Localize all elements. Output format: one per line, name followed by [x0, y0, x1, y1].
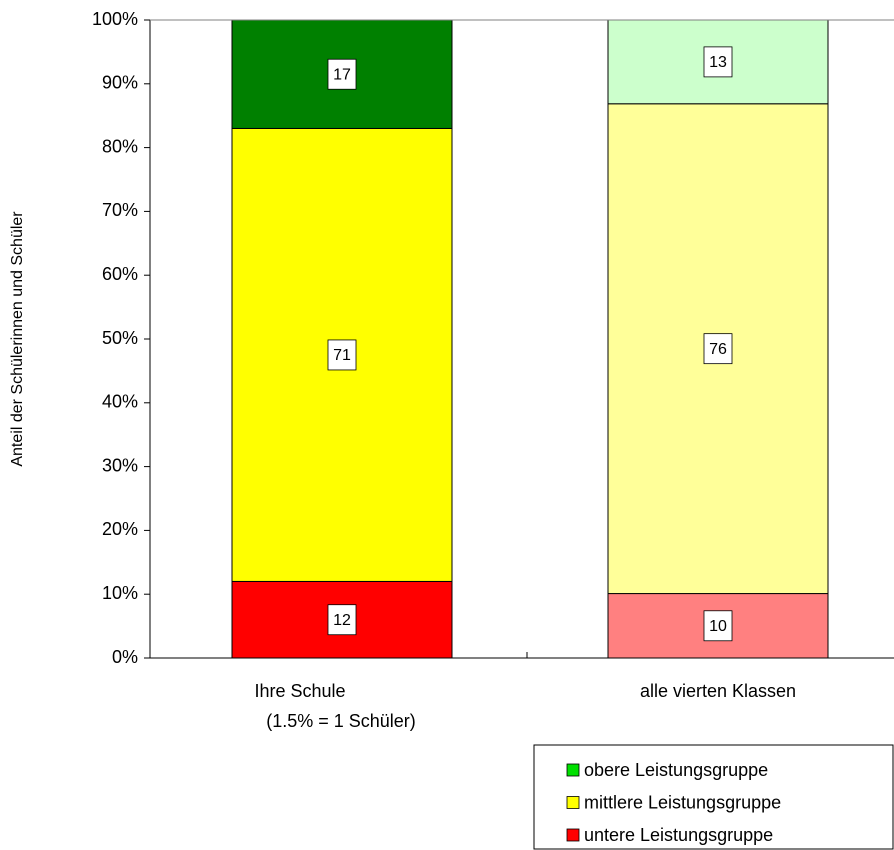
y-tick-label: 80% [102, 136, 138, 156]
y-tick-label: 90% [102, 73, 138, 93]
y-tick-label: 60% [102, 264, 138, 284]
data-label-box [703, 333, 733, 365]
y-axis-label: Anteil der Schülerinnen und Schüler [9, 211, 26, 467]
data-label: 76 [709, 341, 727, 358]
data-label: 17 [333, 66, 351, 83]
y-tick-label: 0% [112, 647, 138, 667]
y-tick-label: 100% [92, 9, 138, 29]
legend-swatch [566, 796, 580, 809]
y-tick-label: 10% [102, 583, 138, 603]
data-label-box [327, 604, 357, 636]
y-tick-label: 70% [102, 200, 138, 220]
legend-box [533, 744, 894, 850]
data-label: 71 [333, 347, 351, 364]
x-tick-label: alle vierten Klassen [640, 681, 796, 701]
legend-swatch [566, 828, 580, 842]
y-tick-label: 50% [102, 328, 138, 348]
legend-swatch [566, 763, 580, 777]
y-tick-label: 40% [102, 392, 138, 412]
data-label: 13 [709, 54, 727, 71]
legend-label: untere Leistungsgruppe [584, 825, 773, 845]
y-tick-label: 20% [102, 519, 138, 539]
data-label-box [327, 339, 357, 371]
data-label: 12 [333, 612, 351, 629]
legend-label: mittlere Leistungsgruppe [584, 792, 781, 812]
data-label: 10 [709, 618, 727, 635]
x-tick-label: Ihre Schule [254, 681, 345, 701]
y-tick-label: 30% [102, 455, 138, 475]
data-label-box [327, 58, 357, 90]
data-label-box [703, 610, 733, 642]
legend-label: obere Leistungsgruppe [584, 760, 768, 780]
data-label-box [703, 46, 733, 78]
category-note: (1.5% = 1 Schüler) [266, 711, 416, 731]
